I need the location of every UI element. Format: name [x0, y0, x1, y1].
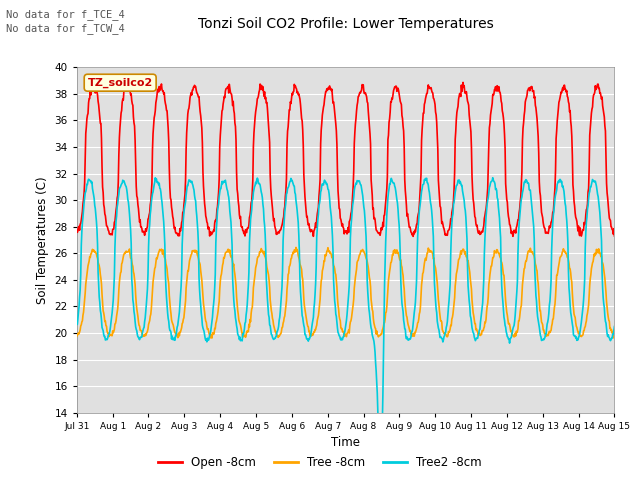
- Text: TZ_soilco2: TZ_soilco2: [88, 78, 153, 88]
- Text: No data for f_TCE_4: No data for f_TCE_4: [6, 9, 125, 20]
- Title: Tonzi Soil CO2 Profile: Lower Temperatures: Tonzi Soil CO2 Profile: Lower Temperatur…: [198, 17, 493, 31]
- Legend: Open -8cm, Tree -8cm, Tree2 -8cm: Open -8cm, Tree -8cm, Tree2 -8cm: [154, 452, 486, 474]
- Y-axis label: Soil Temperatures (C): Soil Temperatures (C): [36, 176, 49, 304]
- Text: No data for f_TCW_4: No data for f_TCW_4: [6, 23, 125, 34]
- X-axis label: Time: Time: [331, 436, 360, 449]
